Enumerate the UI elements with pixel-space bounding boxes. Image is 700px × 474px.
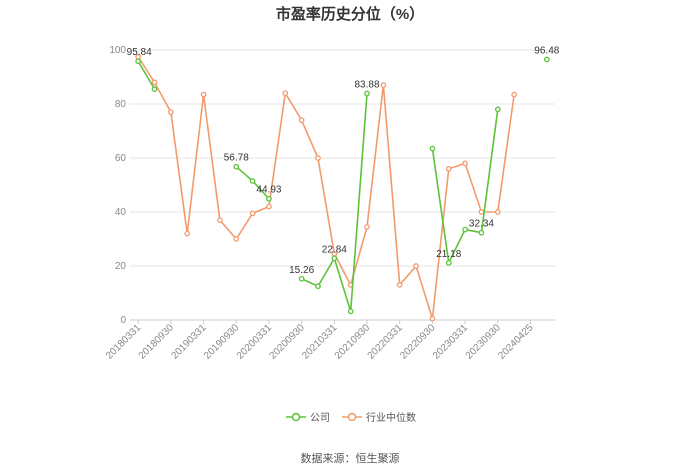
data-point xyxy=(184,230,191,237)
data-point xyxy=(445,259,452,266)
data-point xyxy=(135,58,142,65)
legend[interactable]: 公司 行业中位数 xyxy=(286,411,416,424)
data-point xyxy=(380,82,387,88)
legend-item-1[interactable]: 行业中位数 xyxy=(342,411,416,424)
data-point xyxy=(462,160,468,167)
data-point xyxy=(429,315,436,322)
legend-label: 公司 xyxy=(310,413,330,424)
grid xyxy=(130,49,555,321)
data-point xyxy=(315,283,321,290)
y-tick-label: 60 xyxy=(115,153,127,164)
data-point xyxy=(478,229,485,236)
data-point xyxy=(364,224,370,230)
data-point xyxy=(282,90,289,97)
data-point xyxy=(494,106,501,113)
legend-swatch-marker xyxy=(291,412,301,422)
data-label: 83.88 xyxy=(355,80,380,91)
data-label: 56.78 xyxy=(224,153,249,164)
data-point xyxy=(217,217,223,223)
data-point xyxy=(347,308,354,315)
y-tick-label: 40 xyxy=(115,207,127,218)
y-tick-label: 80 xyxy=(115,99,127,110)
data-point xyxy=(168,109,174,115)
y-tick-label: 100 xyxy=(109,45,126,56)
data-label: 21.18 xyxy=(436,249,461,260)
legend-label: 行业中位数 xyxy=(366,411,416,424)
data-point xyxy=(266,203,272,210)
data-point xyxy=(445,165,452,172)
data-point xyxy=(266,195,272,202)
data-label: 96.48 xyxy=(534,46,559,57)
legend-swatch-marker xyxy=(347,412,357,422)
x-tick-label: 20240425 xyxy=(496,322,536,362)
data-point xyxy=(298,275,305,282)
series-layer xyxy=(135,53,550,322)
data-label: 32.34 xyxy=(469,219,494,230)
series-line-0 xyxy=(137,60,156,90)
data-point xyxy=(462,226,468,233)
series-line-0 xyxy=(301,93,368,312)
data-source: 数据来源：恒生聚源 xyxy=(301,451,400,465)
series-line-0 xyxy=(431,109,499,266)
data-point xyxy=(151,86,158,93)
data-point xyxy=(249,178,256,184)
y-tick-label: 0 xyxy=(120,315,126,326)
y-axis: 0 20 40 60 80 100 xyxy=(109,45,126,326)
data-point xyxy=(543,56,550,63)
legend-item-0[interactable]: 公司 xyxy=(286,412,330,424)
data-point xyxy=(478,209,485,215)
data-point xyxy=(396,282,403,288)
data-point xyxy=(494,209,501,215)
data-point xyxy=(249,210,256,217)
data-label: 15.26 xyxy=(289,265,314,276)
data-label: 44.93 xyxy=(256,185,281,196)
data-point xyxy=(331,255,338,262)
x-axis: 2018033120180930201903312019093020200331… xyxy=(104,319,555,362)
data-point xyxy=(200,91,207,98)
y-tick-label: 20 xyxy=(115,261,127,272)
data-point xyxy=(315,155,321,161)
data-point xyxy=(298,117,305,124)
data-point xyxy=(233,236,240,242)
data-point xyxy=(151,79,158,86)
data-labels: 95.84 56.78 44.93 15.26 22.84 83.88 21.18 32.34… xyxy=(127,46,560,276)
data-label: 22.84 xyxy=(322,244,347,255)
data-point xyxy=(364,90,370,97)
data-point xyxy=(429,145,436,152)
chart-title: 市盈率历史分位（%） xyxy=(276,5,424,23)
data-point xyxy=(233,163,240,170)
data-label: 95.84 xyxy=(127,47,152,58)
data-point xyxy=(413,263,419,269)
data-point xyxy=(511,91,517,98)
series-line-1 xyxy=(137,56,515,319)
